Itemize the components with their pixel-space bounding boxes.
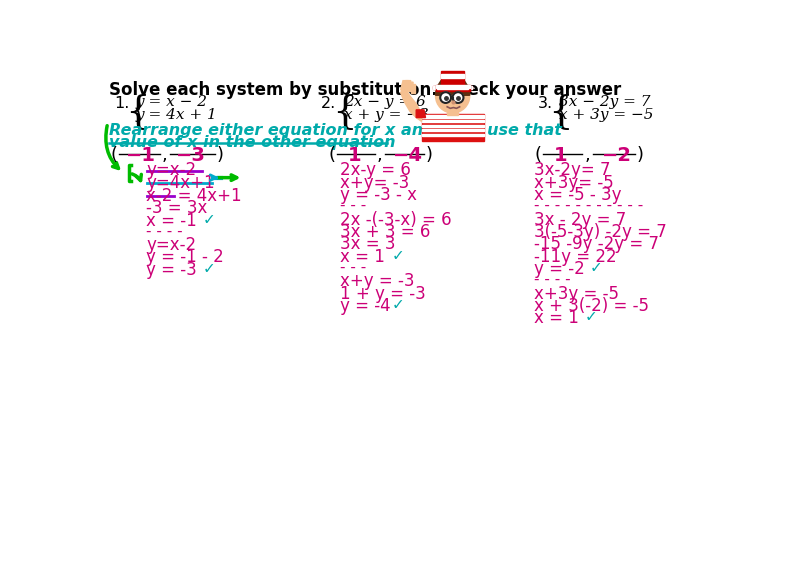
Text: - - - -: - - - - [534, 272, 570, 288]
Polygon shape [408, 82, 413, 91]
Text: −4: −4 [393, 146, 423, 165]
Text: ✓: ✓ [202, 261, 215, 276]
Text: 1: 1 [554, 146, 567, 165]
Text: (: ( [111, 146, 118, 164]
Text: 2x-y = 6: 2x-y = 6 [340, 161, 411, 179]
Text: ✓: ✓ [391, 248, 404, 262]
Text: x-2 = 4x+1: x-2 = 4x+1 [146, 187, 242, 205]
Polygon shape [422, 120, 484, 122]
Text: 3x - 2y = 7: 3x - 2y = 7 [534, 211, 626, 229]
Text: -15 -9y -2y = 7: -15 -9y -2y = 7 [534, 235, 659, 253]
Text: x = 1: x = 1 [534, 309, 579, 327]
Text: 3x-2y= 7: 3x-2y= 7 [534, 161, 610, 179]
Text: ,: , [377, 146, 382, 164]
Text: 2x -(-3-x) = 6: 2x -(-3-x) = 6 [340, 211, 452, 229]
Circle shape [440, 92, 451, 103]
Polygon shape [422, 134, 484, 136]
Polygon shape [422, 113, 484, 141]
Polygon shape [401, 81, 409, 90]
Text: 3.: 3. [538, 96, 553, 111]
Text: −3: −3 [176, 146, 206, 165]
Polygon shape [401, 88, 422, 122]
Text: y=x-2: y=x-2 [146, 161, 197, 179]
Polygon shape [422, 125, 484, 127]
Polygon shape [434, 86, 472, 89]
Text: −1: −1 [126, 146, 155, 165]
Text: x = -5 - 3y: x = -5 - 3y [534, 186, 622, 204]
Text: y = -2: y = -2 [534, 260, 585, 278]
Text: x+3y= -5: x+3y= -5 [534, 174, 614, 192]
Text: 3x + 3 = 6: 3x + 3 = 6 [340, 223, 430, 241]
Text: y=4x+1: y=4x+1 [146, 174, 215, 192]
Text: {: { [548, 94, 573, 132]
Text: 1: 1 [348, 146, 362, 165]
Text: -11y = 22: -11y = 22 [534, 248, 617, 266]
Text: ✓: ✓ [202, 211, 215, 226]
Text: - - - -: - - - - [146, 224, 183, 239]
Text: 3(-5-3y) -2y = 7: 3(-5-3y) -2y = 7 [534, 223, 666, 241]
Text: ,: , [584, 146, 590, 164]
Text: 2x − y = 6: 2x − y = 6 [344, 95, 426, 109]
Text: ): ) [426, 146, 433, 164]
Text: 1 + y = -3: 1 + y = -3 [340, 285, 426, 303]
Text: ✓: ✓ [585, 309, 598, 324]
Text: y = 4x + 1: y = 4x + 1 [136, 108, 218, 122]
Polygon shape [422, 129, 484, 132]
Text: −2: −2 [602, 146, 632, 165]
Text: 3x − 2y = 7: 3x − 2y = 7 [558, 95, 650, 109]
Text: x + y = −3: x + y = −3 [344, 108, 429, 122]
Text: 2.: 2. [321, 96, 336, 111]
Text: y = x − 2: y = x − 2 [136, 95, 208, 109]
Polygon shape [434, 86, 472, 89]
Circle shape [435, 79, 470, 113]
Circle shape [453, 92, 463, 103]
Text: value of x in the other equation: value of x in the other equation [110, 134, 396, 150]
Text: Solve each system by substitution. Check your answer: Solve each system by substitution. Check… [110, 81, 622, 100]
Text: x = 1: x = 1 [340, 248, 385, 266]
Polygon shape [441, 70, 464, 87]
Text: x+y= -3: x+y= -3 [340, 174, 410, 192]
Text: x+y = -3: x+y = -3 [340, 272, 414, 290]
Text: - - - - - - - - - - -: - - - - - - - - - - - [534, 198, 643, 214]
Polygon shape [405, 81, 410, 91]
Text: (: ( [329, 146, 336, 164]
Text: ): ) [636, 146, 643, 164]
Text: - - -: - - - [340, 260, 366, 275]
Text: - - -: - - - [340, 198, 366, 214]
Polygon shape [435, 77, 470, 95]
Text: ,: , [162, 146, 168, 164]
Polygon shape [435, 85, 470, 91]
Text: ✓: ✓ [391, 297, 404, 312]
Polygon shape [435, 85, 470, 88]
Polygon shape [447, 111, 458, 115]
Text: 1.: 1. [114, 96, 130, 111]
Polygon shape [441, 74, 464, 77]
Text: {: { [333, 94, 358, 132]
Text: y = -3 - x: y = -3 - x [340, 186, 418, 204]
Polygon shape [410, 84, 415, 93]
Text: x = -1: x = -1 [146, 211, 198, 229]
Text: 3x = 3: 3x = 3 [340, 235, 396, 253]
Polygon shape [437, 87, 468, 89]
Polygon shape [422, 115, 484, 118]
Text: y = -4: y = -4 [340, 297, 391, 315]
Text: x + 3(-2) = -5: x + 3(-2) = -5 [534, 297, 649, 315]
Text: x+3y = -5: x+3y = -5 [534, 285, 619, 303]
Text: {: { [125, 94, 150, 132]
Polygon shape [437, 86, 468, 88]
Text: y=x-2: y=x-2 [146, 236, 197, 254]
Text: -3 = 3x: -3 = 3x [146, 199, 208, 217]
Text: Rearrange either equation for x and then use that: Rearrange either equation for x and then… [110, 123, 562, 138]
Text: x + 3y = −5: x + 3y = −5 [558, 108, 654, 122]
Text: (: ( [534, 146, 541, 164]
Text: ): ) [216, 146, 223, 164]
Text: ✓: ✓ [590, 260, 602, 275]
Text: y = -3: y = -3 [146, 261, 198, 279]
Text: y = -1 - 2: y = -1 - 2 [146, 249, 224, 267]
Polygon shape [416, 110, 426, 118]
